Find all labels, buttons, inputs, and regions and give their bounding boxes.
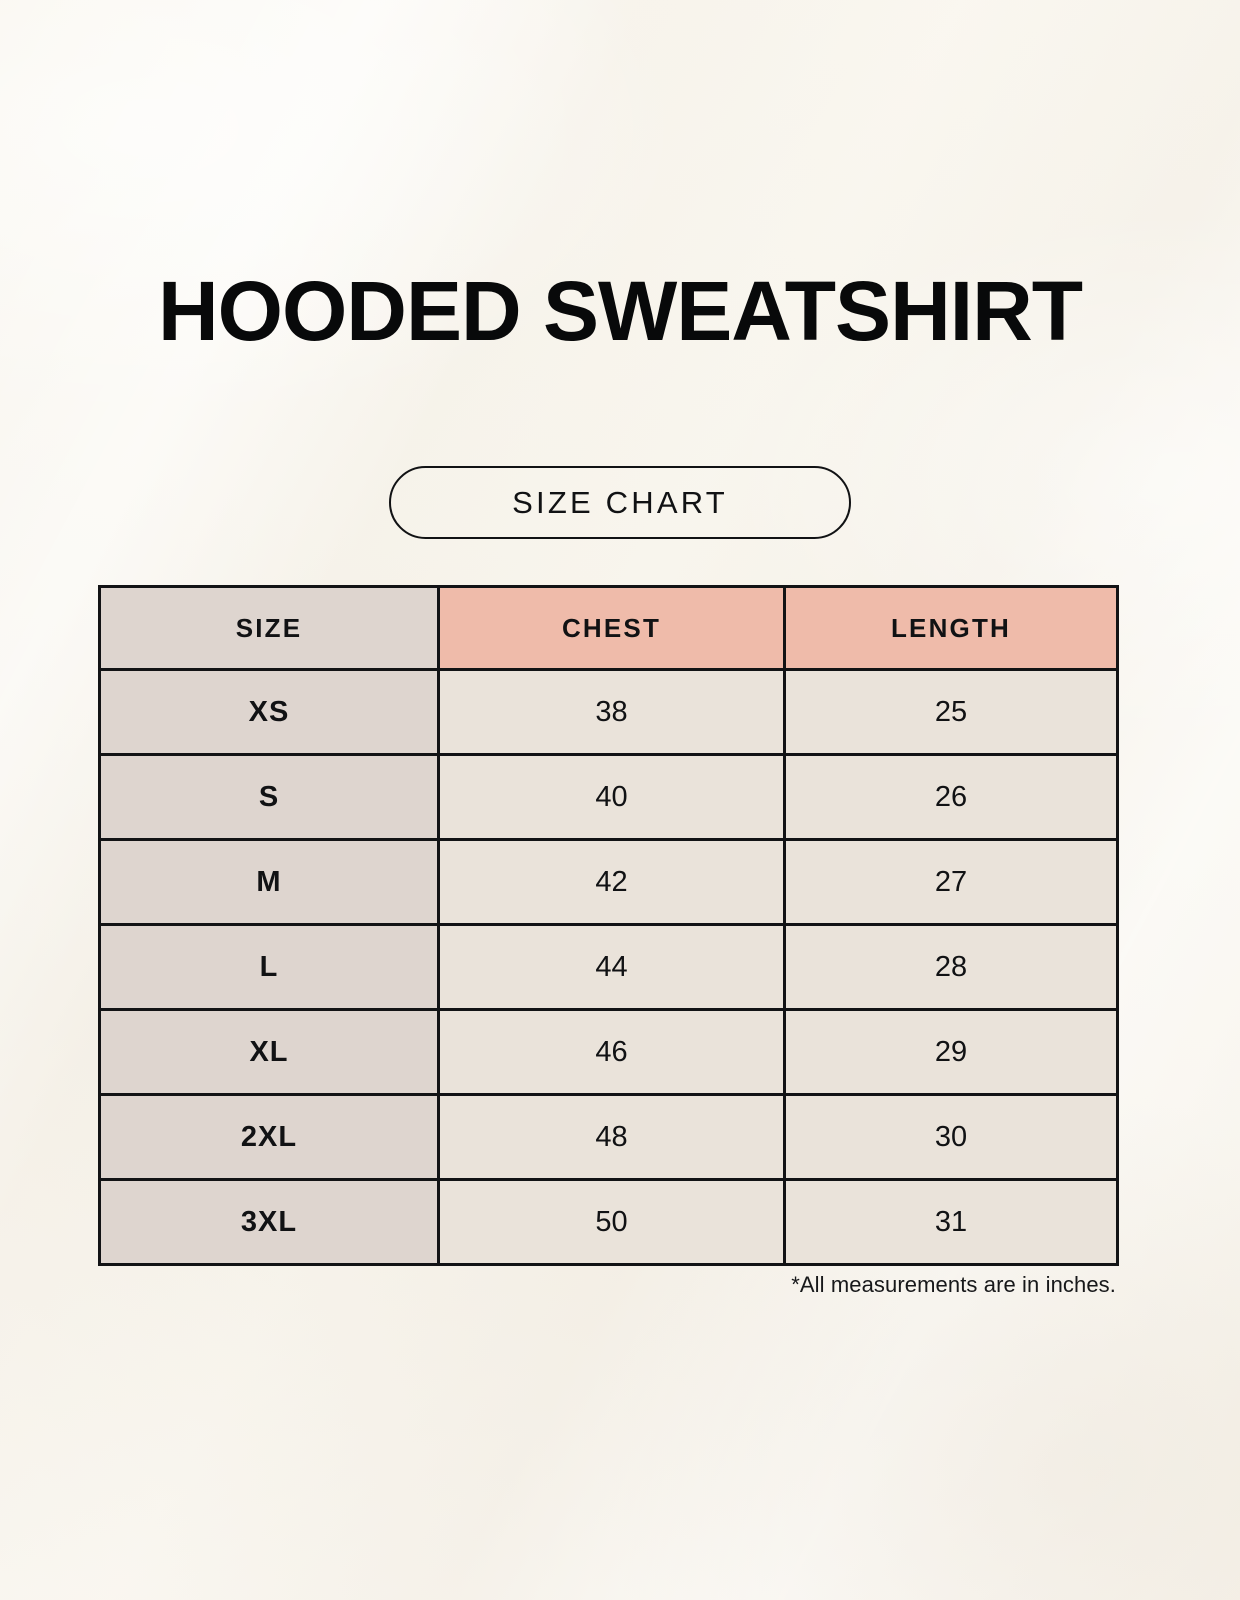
cell-length: 31 [783, 1178, 1119, 1266]
cell-chest: 48 [437, 1093, 786, 1181]
cell-length: 29 [783, 1008, 1119, 1096]
cell-length: 30 [783, 1093, 1119, 1181]
cell-size: 2XL [98, 1093, 440, 1181]
cell-chest: 38 [437, 668, 786, 756]
size-table-container: SIZE CHEST LENGTH XS 38 25 S 40 26 M [98, 585, 1119, 1266]
table-row: XS 38 25 [98, 668, 1119, 756]
size-chart-badge: SIZE CHART [389, 466, 851, 539]
cell-chest: 46 [437, 1008, 786, 1096]
table-row: M 42 27 [98, 838, 1119, 926]
cell-size: XS [98, 668, 440, 756]
cell-length: 25 [783, 668, 1119, 756]
column-header-length: LENGTH [783, 585, 1119, 671]
column-header-chest: CHEST [437, 585, 786, 671]
cell-size: 3XL [98, 1178, 440, 1266]
table-row: XL 46 29 [98, 1008, 1119, 1096]
column-header-size: SIZE [98, 585, 440, 671]
size-table-header: SIZE CHEST LENGTH [98, 585, 1119, 671]
table-row: L 44 28 [98, 923, 1119, 1011]
page-title: HOODED SWEATSHIRT [157, 264, 1083, 358]
cell-size: S [98, 753, 440, 841]
cell-length: 26 [783, 753, 1119, 841]
table-header-row: SIZE CHEST LENGTH [98, 585, 1119, 671]
cell-chest: 50 [437, 1178, 786, 1266]
title-block: HOODED SWEATSHIRT [0, 264, 1240, 358]
cell-size: XL [98, 1008, 440, 1096]
cell-length: 27 [783, 838, 1119, 926]
cell-chest: 44 [437, 923, 786, 1011]
cell-chest: 40 [437, 753, 786, 841]
table-row: 3XL 50 31 [98, 1178, 1119, 1266]
cell-size: L [98, 923, 440, 1011]
cell-length: 28 [783, 923, 1119, 1011]
size-table-body: XS 38 25 S 40 26 M 42 27 L 44 28 [98, 668, 1119, 1266]
badge-row: SIZE CHART [0, 466, 1240, 539]
table-row: 2XL 48 30 [98, 1093, 1119, 1181]
measurement-footnote: *All measurements are in inches. [791, 1272, 1116, 1297]
cell-size: M [98, 838, 440, 926]
table-row: S 40 26 [98, 753, 1119, 841]
size-table: SIZE CHEST LENGTH XS 38 25 S 40 26 M [98, 585, 1119, 1266]
cell-chest: 42 [437, 838, 786, 926]
